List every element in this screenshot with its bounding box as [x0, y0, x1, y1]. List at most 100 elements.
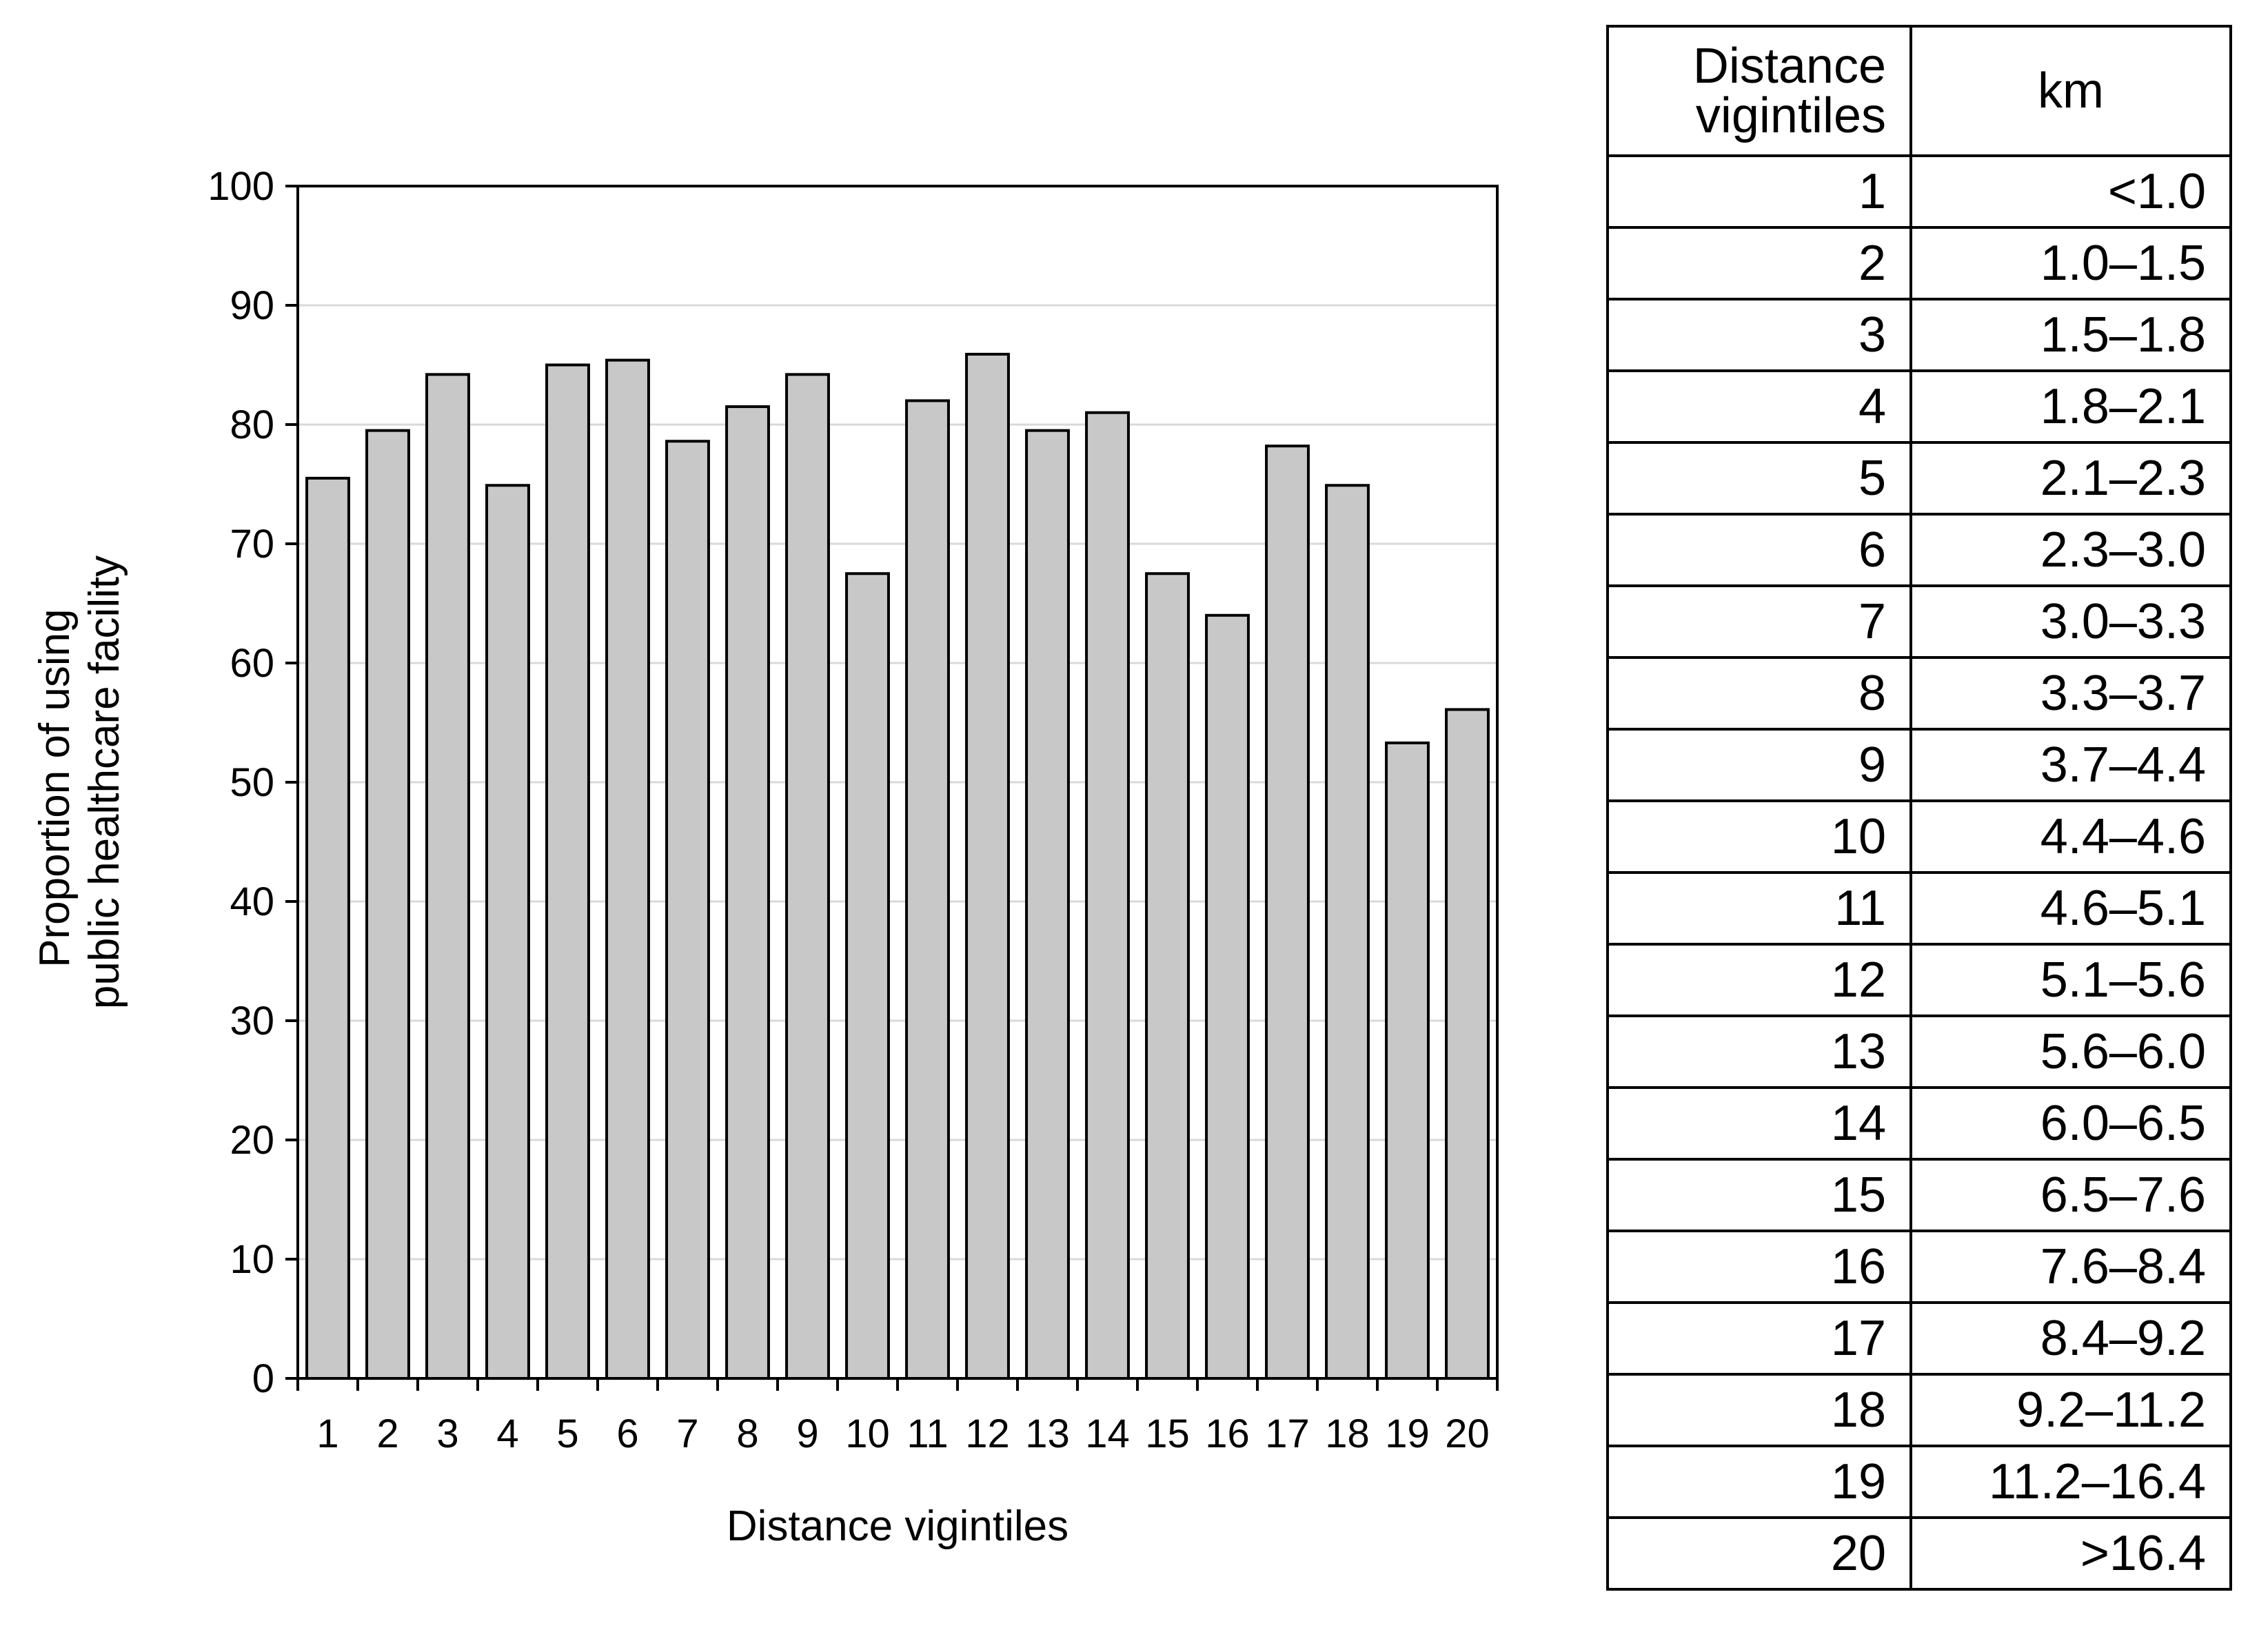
cell-vigintile: 11	[1606, 871, 1912, 946]
cell-km-range: 6.0–6.5	[1909, 1086, 2232, 1161]
cell-km-range: 3.0–3.3	[1909, 584, 2232, 659]
header-km: km	[1909, 25, 2232, 157]
y-tick-label: 100	[207, 164, 274, 209]
bar	[725, 405, 770, 1380]
cell-vigintile: 16	[1606, 1230, 1912, 1304]
cell-km-range: >16.4	[1909, 1516, 2232, 1591]
x-tick-label: 5	[556, 1411, 578, 1456]
cell-km-range: 7.6–8.4	[1909, 1230, 2232, 1304]
table-row: 13 5.6–6.0	[1606, 1014, 2232, 1089]
cell-vigintile: 13	[1606, 1014, 1912, 1089]
x-tick-label: 20	[1445, 1411, 1490, 1456]
bar	[665, 440, 710, 1380]
y-tick-label: 10	[230, 1237, 274, 1282]
x-tick-label: 6	[616, 1411, 638, 1456]
table-row: 7 3.0–3.3	[1606, 584, 2232, 659]
y-tick-label: 90	[230, 283, 274, 328]
cell-vigintile: 3	[1606, 298, 1912, 372]
x-tick-label: 8	[736, 1411, 758, 1456]
x-tick-label: 13	[1025, 1411, 1070, 1456]
cell-vigintile: 8	[1606, 656, 1912, 731]
table-row: 5 2.1–2.3	[1606, 441, 2232, 516]
y-tick-label: 60	[230, 641, 274, 686]
cell-vigintile: 17	[1606, 1301, 1912, 1376]
cell-vigintile: 2	[1606, 226, 1912, 300]
cell-vigintile: 20	[1606, 1516, 1912, 1591]
bar	[365, 429, 410, 1380]
x-tick-label: 11	[906, 1411, 948, 1456]
cell-vigintile: 19	[1606, 1445, 1912, 1519]
x-tick-label: 17	[1265, 1411, 1310, 1456]
header-line-2: vigintiles	[1695, 88, 1886, 143]
x-tick-label: 7	[676, 1411, 698, 1456]
x-tick-label: 16	[1205, 1411, 1250, 1456]
y-axis-title-line-2: public healthcare facility	[81, 555, 128, 1009]
table-row: 9 3.7–4.4	[1606, 728, 2232, 802]
x-axis-title: Distance vigintiles	[727, 1502, 1068, 1550]
bar	[1025, 429, 1070, 1380]
bar	[1445, 708, 1490, 1380]
cell-vigintile: 18	[1606, 1373, 1912, 1447]
bar	[785, 373, 830, 1380]
x-tick-label: 14	[1085, 1411, 1130, 1456]
table-row: 18 9.2–11.2	[1606, 1373, 2232, 1447]
cell-km-range: 4.6–5.1	[1909, 871, 2232, 946]
table-row: 14 6.0–6.5	[1606, 1086, 2232, 1161]
bar	[605, 358, 650, 1380]
cell-km-range: 1.5–1.8	[1909, 298, 2232, 372]
x-tick-label: 4	[496, 1411, 518, 1456]
cell-vigintile: 9	[1606, 728, 1912, 802]
bar	[545, 363, 590, 1380]
y-tick-label: 40	[230, 879, 274, 924]
header-line-1: Distance	[1692, 39, 1886, 94]
cell-km-range: 11.2–16.4	[1909, 1445, 2232, 1519]
y-tick-label: 80	[230, 402, 274, 447]
cell-vigintile: 6	[1606, 513, 1912, 587]
cell-vigintile: 10	[1606, 799, 1912, 874]
table-row: 19 11.2–16.4	[1606, 1445, 2232, 1519]
table-row: 3 1.5–1.8	[1606, 298, 2232, 372]
gridlines	[298, 304, 1497, 1261]
cell-km-range: 3.3–3.7	[1909, 656, 2232, 731]
cell-km-range: 5.6–6.0	[1909, 1014, 2232, 1089]
table-row: 12 5.1–5.6	[1606, 943, 2232, 1017]
x-tick-label: 3	[436, 1411, 458, 1456]
table-row: 20 >16.4	[1606, 1516, 2232, 1591]
x-tick-label: 9	[796, 1411, 818, 1456]
bar	[1265, 445, 1310, 1380]
x-tick-label: 19	[1385, 1411, 1430, 1456]
cell-vigintile: 7	[1606, 584, 1912, 659]
bar	[1085, 411, 1130, 1380]
bar	[965, 352, 1010, 1380]
x-tick-label: 12	[965, 1411, 1010, 1456]
cell-km-range: 5.1–5.6	[1909, 943, 2232, 1017]
cell-vigintile: 4	[1606, 369, 1912, 444]
table-row: 1 <1.0	[1606, 154, 2232, 229]
table-row: 15 6.5–7.6	[1606, 1158, 2232, 1232]
y-axis-title: Proportion of using public healthcare fa…	[31, 555, 128, 1009]
table-row: 17 8.4–9.2	[1606, 1301, 2232, 1376]
y-tick-labels: 0 10 20 30 40 50 60 70 80 90 100	[207, 164, 274, 1401]
cell-km-range: 2.3–3.0	[1909, 513, 2232, 587]
x-tick-label: 15	[1145, 1411, 1190, 1456]
table-body: 1 <1.0 2 1.0–1.5 3 1.5–1.8 4 1.8–2.1 5 2.1–2.3 6 2.…	[1606, 154, 2232, 1591]
y-tick-label: 70	[230, 522, 274, 567]
bar	[485, 484, 530, 1380]
distance-range-table: Distance vigintiles km 1 <1.0 2 1.0–1.5 3 1.5…	[1606, 25, 2232, 1591]
y-tick-label: 20	[230, 1118, 274, 1163]
cell-vigintile: 14	[1606, 1086, 1912, 1161]
y-tick-label: 0	[252, 1356, 274, 1401]
bars	[305, 352, 1490, 1380]
cell-km-range: 6.5–7.6	[1909, 1158, 2232, 1232]
table-row: 16 7.6–8.4	[1606, 1230, 2232, 1304]
x-tick-label: 2	[376, 1411, 398, 1456]
y-tick-label: 30	[230, 999, 274, 1043]
bar	[425, 373, 470, 1380]
cell-km-range: 8.4–9.2	[1909, 1301, 2232, 1376]
y-axis-title-line-1: Proportion of using	[31, 609, 79, 967]
table-header-row: Distance vigintiles km	[1606, 25, 2232, 157]
bar	[1145, 572, 1190, 1380]
bar	[905, 399, 950, 1380]
cell-km-range: 4.4–4.6	[1909, 799, 2232, 874]
